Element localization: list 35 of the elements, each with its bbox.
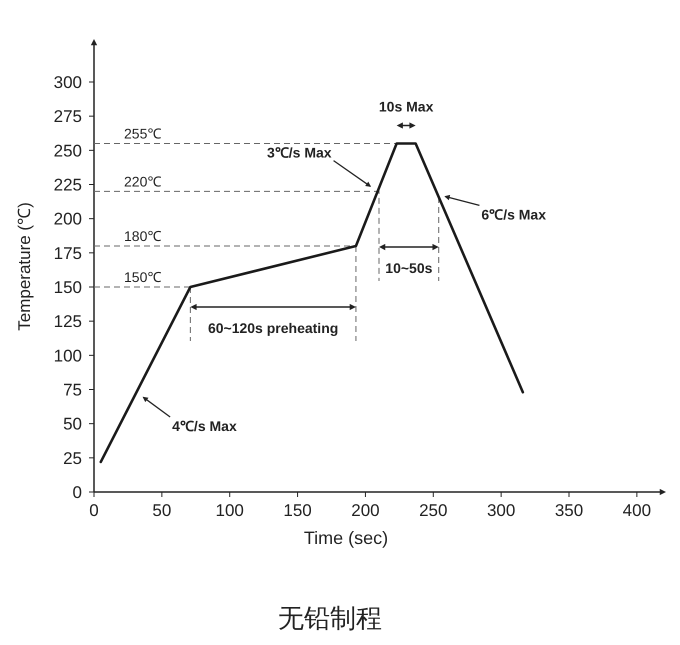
ref-line-label: 150℃ (124, 269, 162, 285)
x-tick-label: 100 (216, 501, 244, 520)
annotation: 6℃/s Max (481, 206, 546, 222)
y-tick-label: 175 (54, 244, 82, 263)
y-tick-label: 150 (54, 278, 82, 297)
ref-line-label: 255℃ (124, 126, 162, 142)
x-tick-label: 300 (486, 501, 516, 520)
y-tick-label: 125 (54, 312, 82, 332)
ref-line-label: 180℃ (124, 228, 162, 244)
text: 无铅制程 (278, 604, 382, 634)
annotation: 60~120s preheating (208, 320, 338, 336)
annotation: 10~50s (385, 260, 433, 276)
ref-line-label: 220℃ (124, 173, 162, 190)
y-tick-label: 225 (54, 176, 82, 194)
annotation: 3℃/s Max (266, 144, 332, 161)
annotation: 10s Max (378, 98, 434, 114)
x-tick-label: 350 (554, 501, 584, 520)
y-tick-label: 100 (54, 346, 82, 366)
y-tick-label: 25 (63, 448, 82, 468)
y-tick-label: 50 (63, 414, 82, 434)
x-tick-label: 200 (351, 501, 380, 520)
y-tick-label: 0 (72, 483, 82, 502)
x-tick-label: 50 (152, 501, 172, 520)
y-tick-label: 250 (54, 141, 82, 160)
y-tick-label: 300 (54, 73, 82, 92)
x-tick-label: 250 (419, 501, 448, 520)
x-tick-label: 0 (89, 501, 99, 520)
y-tick-label: 275 (54, 107, 82, 126)
x-axis-title: Time (sec) (304, 528, 388, 548)
x-tick-label: 400 (622, 501, 652, 520)
y-tick-label: 200 (54, 210, 82, 229)
y-axis-title: Temperature (℃) (15, 202, 34, 331)
x-tick-label: 150 (283, 501, 312, 520)
annotation: 4℃/s Max (172, 418, 237, 434)
y-tick-label: 75 (63, 380, 82, 400)
